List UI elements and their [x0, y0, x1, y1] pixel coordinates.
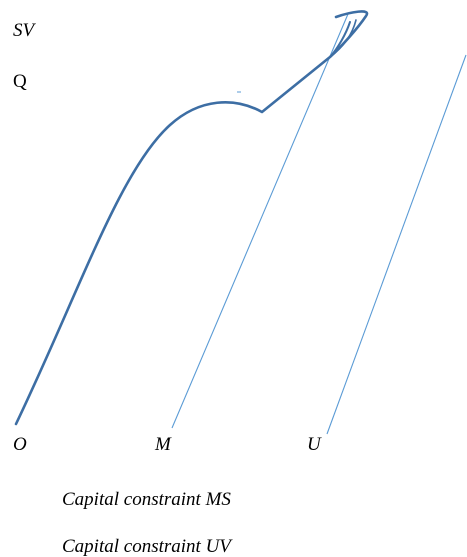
main-curve — [14, 10, 369, 426]
label-m: M — [155, 434, 171, 455]
curve-loop-strand — [329, 19, 357, 58]
caption-capital-constraint-ms: Capital constraint MS — [62, 489, 231, 510]
label-o: O — [13, 434, 27, 455]
caption-capital-constraint-uv: Capital constraint UV — [62, 536, 231, 557]
label-q: Q — [13, 71, 27, 92]
label-sv: SV — [13, 20, 35, 41]
label-u: U — [307, 434, 321, 455]
constraint-line-uv — [326, 54, 467, 435]
constraint-line-ms — [171, 13, 349, 429]
